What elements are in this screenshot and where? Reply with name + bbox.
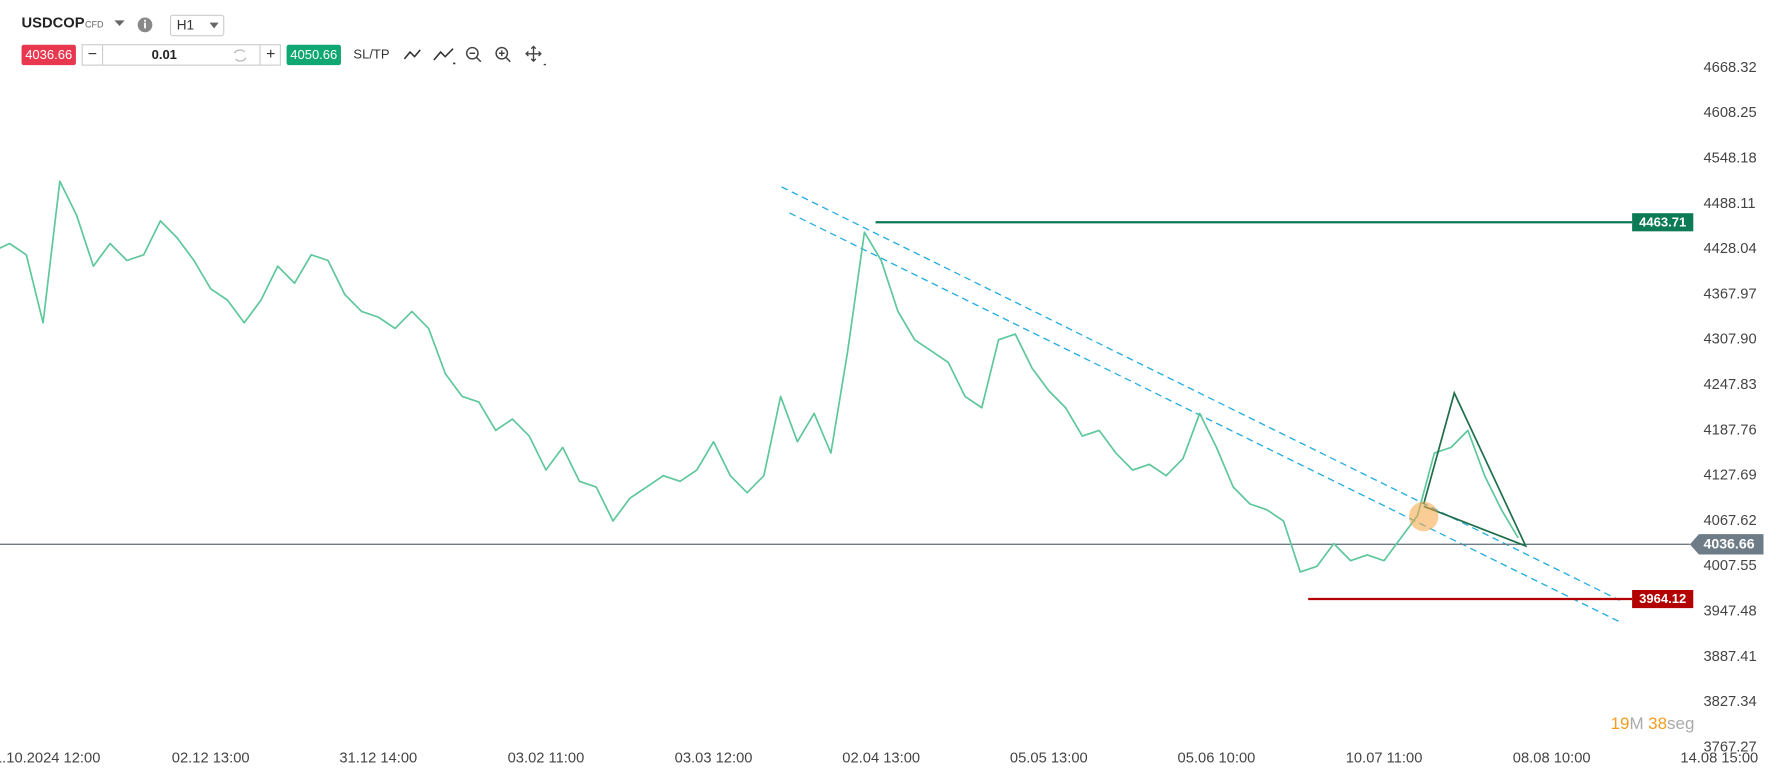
price-label-box xyxy=(1632,589,1694,609)
x-tick-label: 03.02 11:00 xyxy=(508,751,585,767)
countdown-seconds-unit: seg xyxy=(1667,714,1694,733)
lot-reset-icon[interactable] xyxy=(233,49,247,62)
x-tick-label: 02.04 13:00 xyxy=(842,751,920,767)
ask-price: 4050.66 xyxy=(290,47,337,62)
x-tick-label: 14.08 15:00 xyxy=(1680,751,1758,767)
y-tick-label: 4488.11 xyxy=(1703,196,1755,212)
indicator-icon[interactable] xyxy=(433,48,456,65)
x-tick-label: 05.05 13:00 xyxy=(1010,751,1088,767)
zoom-out-icon[interactable] xyxy=(465,46,479,60)
bid-price: 4036.66 xyxy=(25,47,72,62)
lot-input[interactable]: 0.01 xyxy=(152,47,177,62)
trend-channel-line xyxy=(789,212,1620,623)
y-tick-label: 3947.48 xyxy=(1703,603,1756,619)
y-tick-label: 4247.83 xyxy=(1703,377,1756,393)
x-tick-label: 10.07 11:00 xyxy=(1346,751,1423,767)
x-tick-label: 03.03 12:00 xyxy=(675,751,753,767)
y-tick-label: 4668.32 xyxy=(1703,60,1756,76)
y-tick-label: 4067.62 xyxy=(1703,513,1756,529)
x-tick-label: 02.12 13:00 xyxy=(172,751,250,767)
symbol-tag: CFD xyxy=(85,19,104,29)
chart-type-icon[interactable] xyxy=(403,49,421,60)
y-tick-label: 4367.97 xyxy=(1703,286,1756,302)
price-label: 3964.12 xyxy=(1639,591,1686,606)
countdown-minutes: 19 xyxy=(1611,714,1630,733)
y-tick-label: 3887.41 xyxy=(1703,649,1756,665)
x-tick-label: 31.10.2024 12:00 xyxy=(0,751,100,767)
lot-plus[interactable]: + xyxy=(266,46,275,63)
timeframe-select[interactable] xyxy=(169,14,225,37)
info-icon-bar xyxy=(144,22,146,29)
y-tick-label: 4187.76 xyxy=(1703,422,1756,438)
y-tick-label: 3827.34 xyxy=(1703,694,1756,710)
y-tick-label: 4127.69 xyxy=(1703,468,1756,484)
x-tick-label: 31.12 14:00 xyxy=(339,751,417,767)
price-label: 4036.66 xyxy=(1703,536,1754,552)
symbol-dropdown[interactable] xyxy=(114,20,125,27)
y-tick-label: 4608.25 xyxy=(1703,105,1756,121)
x-tick-label: 05.06 10:00 xyxy=(1178,751,1256,767)
sell-button[interactable] xyxy=(21,44,76,66)
countdown-minutes-unit: M xyxy=(1630,714,1644,733)
buy-button[interactable] xyxy=(286,44,341,66)
price-line xyxy=(0,180,1519,573)
pattern-drawing xyxy=(1422,390,1528,548)
sl-tp[interactable]: SL/TP xyxy=(353,46,389,61)
plot-area: 4668.32 4608.25 4548.18 4488.11 4428.04 4367.… xyxy=(0,60,1764,767)
price-label-box xyxy=(1632,213,1694,232)
zoom-in-icon[interactable] xyxy=(495,46,509,60)
zoom-in-glyph xyxy=(498,50,511,63)
y-tick-label: 4548.18 xyxy=(1703,150,1756,166)
y-tick-label: 4307.90 xyxy=(1703,332,1756,348)
y-tick-label: 4428.04 xyxy=(1703,241,1756,257)
y-tick-label: 3767.27 xyxy=(1703,739,1756,755)
timeframe-dropdown xyxy=(209,22,219,29)
pan-icon[interactable] xyxy=(525,45,546,66)
highlight-marker xyxy=(1408,501,1439,532)
countdown: 19M 38seg xyxy=(1611,714,1695,733)
lot-minus[interactable]: − xyxy=(88,46,97,63)
countdown-seconds: 38 xyxy=(1648,714,1667,733)
y-tick-label: 4007.55 xyxy=(1703,558,1756,574)
timeframe: H1 xyxy=(177,18,194,33)
price-label: 4463.71 xyxy=(1639,214,1686,229)
x-tick-label: 08.08 10:00 xyxy=(1513,751,1591,767)
lot-box xyxy=(81,44,281,66)
symbol[interactable]: USDCOP xyxy=(22,16,85,32)
trend-channel-line xyxy=(781,186,1620,601)
info-icon-dot xyxy=(144,19,146,22)
price-label-box xyxy=(1689,534,1764,555)
zoom-out-glyph xyxy=(469,52,482,63)
